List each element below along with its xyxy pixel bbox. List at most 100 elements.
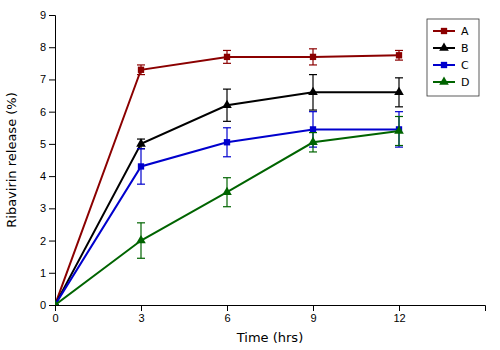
error-bar-cap bbox=[137, 258, 145, 259]
point-marker bbox=[394, 87, 404, 95]
x-tick: 6 bbox=[224, 305, 230, 324]
point-marker bbox=[308, 137, 318, 145]
error-bar-cap bbox=[137, 74, 145, 75]
point-marker bbox=[222, 187, 232, 195]
series-line bbox=[55, 131, 399, 305]
x-tick-label: 3 bbox=[138, 312, 144, 324]
point-marker bbox=[224, 139, 230, 145]
error-bar-cap bbox=[395, 147, 403, 148]
y-tick-mark bbox=[49, 305, 55, 306]
point-marker bbox=[55, 299, 60, 305]
error-bar-cap bbox=[223, 177, 231, 178]
y-tick: 4 bbox=[40, 170, 55, 182]
error-bar-cap bbox=[309, 48, 317, 49]
error-bar bbox=[309, 75, 317, 110]
x-tick: 0 bbox=[52, 305, 58, 324]
error-bar-cap bbox=[223, 89, 231, 90]
error-bar bbox=[395, 112, 403, 147]
error-bar bbox=[223, 89, 231, 121]
y-tick-label: 6 bbox=[40, 106, 46, 118]
legend-marker bbox=[439, 42, 449, 50]
y-tick-mark bbox=[49, 273, 55, 274]
point-marker bbox=[310, 54, 316, 60]
point-marker bbox=[396, 52, 402, 58]
y-tick-label: 1 bbox=[40, 267, 46, 279]
error-bar-cap bbox=[223, 206, 231, 207]
y-tick: 5 bbox=[40, 138, 55, 150]
y-tick-label: 8 bbox=[40, 41, 46, 53]
y-axis-title: Ribavirin release (%) bbox=[4, 92, 19, 228]
y-tick: 6 bbox=[40, 106, 55, 118]
x-tick-mark bbox=[141, 305, 142, 311]
x-tick: 9 bbox=[310, 305, 316, 324]
x-tick: 12 bbox=[393, 305, 405, 324]
error-bar-cap bbox=[309, 64, 317, 65]
y-tick-mark bbox=[49, 112, 55, 113]
legend-box bbox=[427, 19, 479, 96]
error-bar-cap bbox=[309, 151, 317, 152]
marks bbox=[55, 49, 404, 305]
point-marker bbox=[394, 125, 404, 133]
point-marker bbox=[136, 138, 146, 146]
legend-label: C bbox=[461, 59, 469, 72]
error-bar-cap bbox=[309, 111, 317, 112]
chart: 0369120123456789ABCDTime (hrs)Ribavirin … bbox=[0, 0, 500, 350]
point-marker bbox=[138, 163, 144, 169]
error-bar-cap bbox=[223, 127, 231, 128]
error-bar bbox=[395, 117, 403, 146]
series bbox=[55, 112, 403, 305]
error-bar-cap bbox=[309, 74, 317, 75]
y-tick-label: 2 bbox=[40, 235, 46, 247]
x-axis-line bbox=[56, 306, 486, 312]
error-bar-cap bbox=[395, 116, 403, 117]
x-tick-label: 0 bbox=[52, 312, 58, 324]
y-tick: 2 bbox=[40, 235, 55, 247]
legend-marker bbox=[441, 62, 447, 68]
legend-item: D bbox=[433, 76, 469, 89]
error-bar-cap bbox=[223, 121, 231, 122]
y-tick: 8 bbox=[40, 41, 55, 53]
y-tick-mark bbox=[49, 15, 55, 16]
y-tick: 1 bbox=[40, 267, 55, 279]
y-tick-label: 3 bbox=[40, 202, 46, 214]
error-bar bbox=[137, 149, 145, 184]
point-marker bbox=[224, 54, 230, 60]
y-tick: 3 bbox=[40, 202, 55, 214]
x-tick-label: 6 bbox=[224, 312, 230, 324]
point-marker bbox=[222, 100, 232, 108]
y-tick-label: 0 bbox=[40, 299, 46, 311]
error-bar-cap bbox=[395, 145, 403, 146]
error-bar-cap bbox=[137, 184, 145, 185]
x-axis-title: Time (hrs) bbox=[236, 330, 303, 345]
x-tick: 3 bbox=[138, 305, 144, 324]
legend-label: B bbox=[461, 42, 469, 55]
y-tick-label: 9 bbox=[40, 9, 46, 21]
y-tick-mark bbox=[49, 79, 55, 80]
legend-marker bbox=[441, 28, 447, 34]
error-bar-cap bbox=[395, 106, 403, 107]
legend: ABCD bbox=[427, 19, 479, 96]
error-bar-cap bbox=[137, 148, 145, 149]
point-marker bbox=[138, 67, 144, 73]
x-tick-mark bbox=[227, 305, 228, 311]
y-tick: 9 bbox=[40, 9, 55, 21]
error-bar-cap bbox=[223, 50, 231, 51]
y-tick-mark bbox=[49, 144, 55, 145]
y-tick-label: 7 bbox=[40, 73, 46, 85]
error-bar bbox=[309, 49, 317, 65]
point-marker bbox=[310, 126, 316, 132]
legend-item: C bbox=[433, 59, 469, 72]
legend-item: B bbox=[433, 42, 469, 55]
error-bar-cap bbox=[223, 63, 231, 64]
error-bar bbox=[309, 133, 317, 152]
y-axis: 0 1 2 3 4 5 6 7 8 9 bbox=[40, 9, 56, 311]
error-bar bbox=[395, 50, 403, 60]
error-bar-cap bbox=[223, 156, 231, 157]
y-axis-line bbox=[49, 16, 56, 306]
x-tick-label: 12 bbox=[393, 312, 405, 324]
x-tick-label: 9 bbox=[310, 312, 316, 324]
y-tick-mark bbox=[49, 176, 55, 177]
error-bar bbox=[223, 128, 231, 157]
x-axis: 0 3 6 9 12 bbox=[52, 305, 485, 324]
series bbox=[55, 49, 403, 305]
